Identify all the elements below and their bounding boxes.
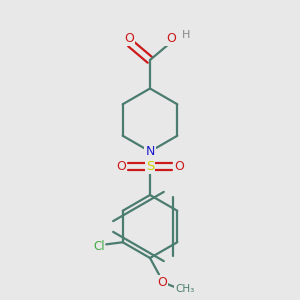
- Text: O: O: [158, 275, 167, 289]
- Text: S: S: [146, 160, 154, 173]
- Text: O: O: [124, 32, 134, 45]
- Text: H: H: [182, 29, 190, 40]
- Text: N: N: [145, 145, 155, 158]
- Text: CH₃: CH₃: [175, 284, 194, 295]
- Text: O: O: [174, 160, 184, 173]
- Text: Cl: Cl: [93, 240, 104, 253]
- Text: O: O: [166, 32, 176, 45]
- Text: O: O: [116, 160, 126, 173]
